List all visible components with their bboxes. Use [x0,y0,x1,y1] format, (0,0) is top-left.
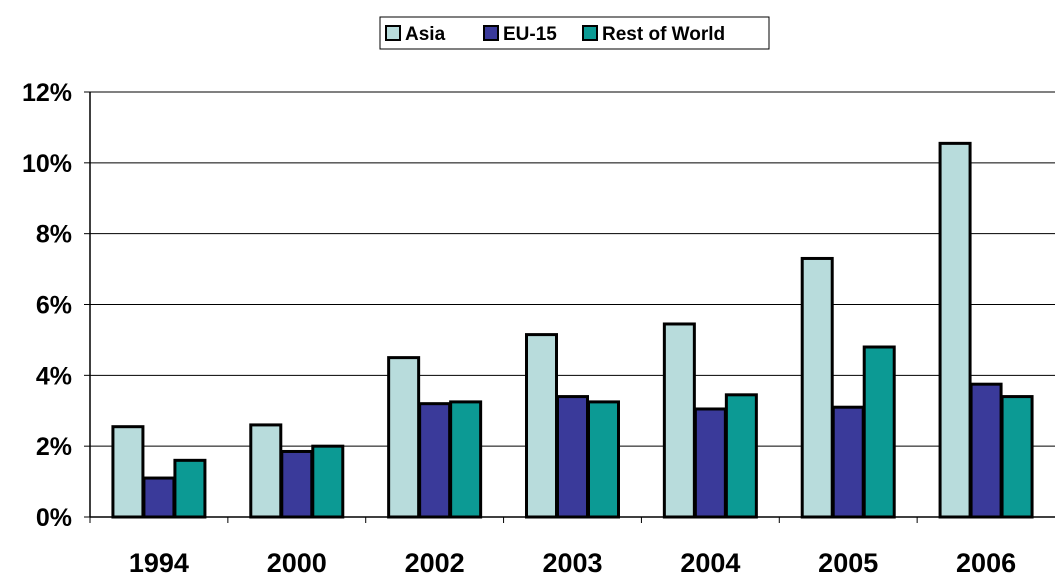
y-tick-label: 4% [36,362,72,390]
x-tick-label: 1994 [129,548,189,578]
bar-asia-2006 [938,141,972,519]
gridlines [90,91,1055,447]
bar-eu-15-1994 [142,476,176,519]
bar-eu-15-2002 [418,402,452,519]
bar-asia-2004 [662,322,696,519]
y-tick-label: 6% [36,292,72,320]
legend-label: Rest of World [602,24,725,45]
bar-eu-15-2005 [831,405,865,519]
bar-rest-of-world-2005 [862,345,896,519]
x-tick-label: 2004 [680,548,740,578]
y-tick-label: 10% [22,150,72,178]
legend-box [379,16,770,50]
bar-eu-15-2004 [693,407,727,519]
x-tick-label: 2006 [956,548,1016,578]
x-tick-label: 2002 [405,548,465,578]
x-axis-ticks: 1994 2000 2002 2003 2004 2005 2006 [89,517,1016,578]
x-tick-label: 2000 [267,548,327,578]
bar-eu-15-2006 [969,382,1003,519]
legend-label: Asia [405,24,446,45]
bar-rest-of-world-2000 [311,444,345,519]
y-tick-label: 12% [22,79,72,107]
legend-swatch [483,25,499,41]
legend-swatch [582,25,598,41]
y-tick-label: 0% [36,504,72,532]
bar-asia-1994 [111,425,145,519]
legend: Asia EU-15 Rest of World [379,16,770,50]
legend-label: EU-15 [503,24,557,45]
legend-swatch [385,25,401,41]
bar-eu-15-2003 [556,395,589,519]
bar-asia-2000 [249,423,283,519]
bar-rest-of-world-2004 [724,393,758,519]
x-tick-label: 2003 [542,548,602,578]
bar-rest-of-world-2002 [449,400,483,519]
bar-rest-of-world-2006 [1000,395,1034,519]
bar-asia-2003 [525,333,558,519]
bar-eu-15-2000 [280,449,314,519]
y-axis-ticks: 0% 2% 4% 6% 8% 10% 12% [22,79,90,532]
bar-asia-2005 [800,256,834,519]
bar-asia-2002 [387,356,421,519]
bars [111,141,1034,519]
y-tick-label: 8% [36,221,72,249]
x-tick-label: 2005 [818,548,878,578]
bar-rest-of-world-1994 [173,458,207,519]
y-tick-label: 2% [36,433,72,461]
bar-rest-of-world-2003 [587,400,620,519]
